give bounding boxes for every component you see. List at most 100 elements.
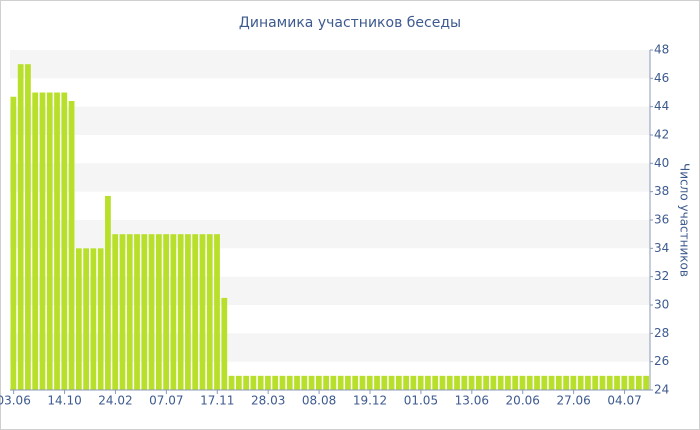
bar [497, 375, 504, 390]
bar [563, 375, 569, 390]
y-tick-label: 44 [654, 99, 669, 113]
bar [126, 234, 133, 390]
bar [163, 234, 169, 390]
bar [221, 297, 228, 390]
grid-band [10, 106, 650, 135]
x-tick-label: 24.02 [98, 394, 132, 408]
bar [177, 234, 184, 390]
bar [381, 375, 388, 390]
y-tick-label: 42 [654, 128, 669, 142]
bar [192, 234, 199, 390]
y-tick-label: 46 [654, 71, 669, 85]
y-tick-label: 40 [654, 156, 669, 170]
bar [388, 375, 395, 390]
bar [83, 248, 89, 390]
bar [90, 248, 97, 390]
bar [512, 375, 519, 390]
bar [112, 234, 119, 390]
bar [301, 375, 308, 390]
bar [606, 375, 613, 390]
bar [635, 375, 642, 390]
bar [621, 375, 628, 390]
bar [461, 375, 468, 390]
y-tick-label: 36 [654, 213, 669, 227]
bar [75, 248, 82, 390]
bar [148, 234, 155, 390]
x-tick-label: 04.07 [607, 394, 641, 408]
y-tick-label: 38 [654, 184, 669, 198]
bar [490, 375, 497, 390]
bar [468, 375, 475, 390]
bar [279, 375, 286, 390]
x-tick-label: 13.06 [455, 394, 489, 408]
bar [141, 234, 148, 390]
bar [61, 92, 68, 390]
bar [294, 375, 300, 390]
bar [39, 92, 46, 390]
y-tick-label: 30 [654, 298, 669, 312]
bar [272, 375, 279, 390]
bar [432, 375, 439, 390]
x-tick-label: 27.06 [556, 394, 590, 408]
bar [46, 92, 53, 390]
y-tick-label: 32 [654, 269, 669, 283]
bar [483, 375, 489, 390]
y-tick-label: 28 [654, 326, 669, 340]
chart-title: Динамика участников беседы [239, 15, 461, 31]
bar [235, 375, 242, 390]
x-tick-label: 01.05 [404, 394, 438, 408]
bar [257, 375, 264, 390]
bar [374, 375, 380, 390]
bar [614, 375, 620, 390]
bar [410, 375, 417, 390]
bar [577, 375, 584, 390]
x-tick-label: 28.03 [251, 394, 285, 408]
bar [446, 375, 453, 390]
bar [105, 195, 111, 390]
bar [68, 101, 75, 390]
bar [403, 375, 409, 390]
bar [214, 234, 220, 390]
x-tick-label: 08.08 [302, 394, 336, 408]
bar [475, 375, 482, 390]
bar [395, 375, 402, 390]
x-tick-label: 19.12 [353, 394, 387, 408]
bar [505, 375, 511, 390]
bar [315, 375, 322, 390]
y-tick-label: 48 [654, 43, 669, 57]
bar [366, 375, 373, 390]
bar [541, 375, 548, 390]
x-tick-label: 17.11 [200, 394, 234, 408]
bar [330, 375, 337, 390]
bar [250, 375, 257, 390]
bar [570, 375, 577, 390]
bar [526, 375, 533, 390]
y-tick-label: 34 [654, 241, 669, 255]
bar [628, 375, 635, 390]
bar [155, 234, 162, 390]
bar [286, 375, 293, 390]
bar [32, 92, 39, 390]
bar [308, 375, 315, 390]
grid-band [10, 163, 650, 192]
y-tick-label: 24 [654, 383, 669, 397]
y-axis-label: Число участников [678, 163, 692, 277]
bar [555, 375, 562, 390]
x-tick-label: 20.06 [506, 394, 540, 408]
x-tick-label: 03.06 [0, 394, 31, 408]
bar [585, 375, 591, 390]
grid-band [10, 50, 650, 79]
bar [243, 375, 249, 390]
bar [425, 375, 431, 390]
bar [439, 375, 446, 390]
bar [548, 375, 555, 390]
bar [17, 64, 24, 391]
bar [454, 375, 460, 390]
bar [599, 375, 606, 390]
bar [97, 248, 104, 390]
bar [54, 92, 60, 390]
bar [134, 234, 140, 390]
bar [10, 96, 17, 390]
bar [323, 375, 329, 390]
